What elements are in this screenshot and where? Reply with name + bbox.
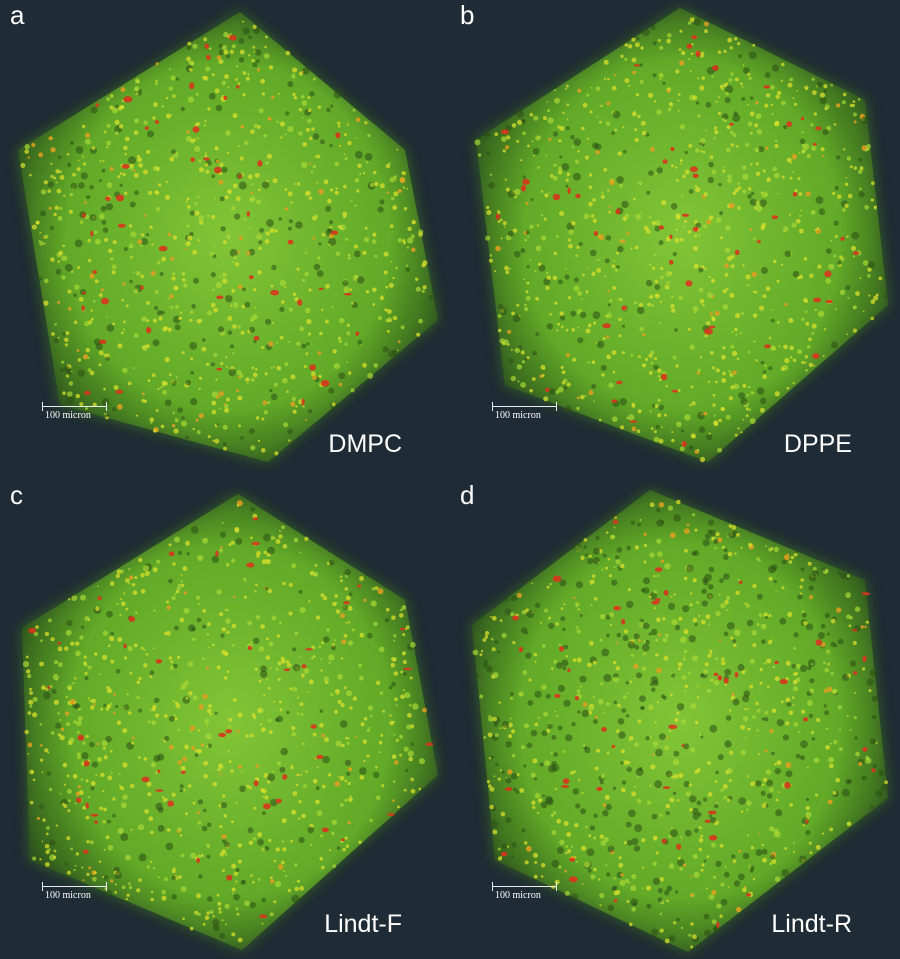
scale-bar-a: 100 micron	[42, 402, 108, 424]
panel-letter-d: d	[460, 480, 475, 510]
cube-render-c	[22, 494, 438, 950]
speckles	[474, 17, 889, 463]
sample-label-b: DPPE	[783, 430, 852, 458]
sample-label-a: DMPC	[328, 430, 402, 458]
speckles	[22, 500, 434, 943]
scale-bar-label-c: 100 micron	[45, 890, 91, 901]
scale-bar-c: 100 micron	[42, 882, 108, 904]
scale-bar-b: 100 micron	[492, 402, 558, 424]
scale-bar-label-b: 100 micron	[495, 410, 541, 421]
panel-a: a 100 micron DMPC	[0, 0, 450, 479]
scale-bar-label-a: 100 micron	[45, 410, 91, 421]
panel-letter-c: c	[10, 480, 23, 510]
speckles	[472, 499, 889, 949]
cube-render-a	[18, 12, 438, 462]
volume-body	[476, 8, 888, 462]
cube-render-b	[474, 8, 889, 463]
cube-render-d	[472, 490, 889, 952]
panel-b: b 100 micron DPPE	[450, 0, 900, 479]
panel-c: c 100 micron Lindt-F	[0, 480, 450, 959]
panel-letter-b: b	[460, 0, 475, 30]
sample-label-c: Lindt-F	[324, 910, 402, 938]
panel-d: d 100 micron Lindt-R	[450, 480, 900, 959]
panel-letter-a: a	[10, 0, 25, 30]
sample-label-d: Lindt-R	[771, 910, 852, 938]
scale-bar-label-d: 100 micron	[495, 890, 541, 901]
scale-bar-d: 100 micron	[492, 882, 558, 904]
speckles	[20, 20, 434, 456]
